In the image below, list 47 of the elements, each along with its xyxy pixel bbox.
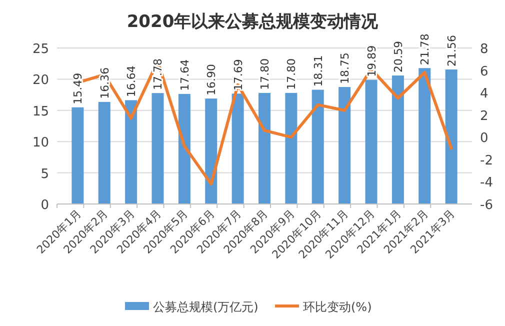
y-tick-label: 5 (40, 166, 49, 182)
chart-title: 2020年以来公募总规模变动情况 (126, 12, 380, 32)
bar (365, 80, 378, 204)
legend-label: 环比变动(%) (303, 300, 372, 314)
bar (178, 94, 190, 204)
data-label: 17.64 (178, 59, 192, 91)
y2-tick-label: 2 (480, 108, 488, 124)
bar (418, 68, 431, 204)
data-label: 21.78 (418, 34, 432, 66)
y-tick-label: 10 (32, 136, 49, 151)
bar (152, 93, 164, 204)
bar (205, 98, 218, 204)
bar (98, 102, 110, 204)
y-tick-label: 20 (32, 73, 49, 88)
data-label: 18.31 (312, 55, 325, 87)
bar (312, 90, 324, 204)
data-label: 15.49 (72, 72, 85, 104)
y2-tick-label: 0 (480, 131, 488, 146)
bar (392, 76, 404, 204)
data-label: 17.69 (232, 59, 245, 91)
data-label: 21.56 (445, 34, 458, 66)
bar (338, 87, 351, 204)
y-tick-label: 0 (40, 198, 49, 213)
y2-tick-label: 4 (480, 86, 488, 102)
y2-tick-label: -2 (480, 153, 493, 168)
data-label: 16.64 (125, 66, 138, 98)
y2-tick-label: -6 (480, 198, 493, 213)
data-label: 18.75 (338, 52, 352, 84)
data-label: 16.36 (98, 67, 112, 99)
data-label: 17.80 (285, 58, 298, 90)
bar (72, 107, 84, 204)
bar (232, 94, 244, 204)
data-label: 19.89 (365, 45, 378, 77)
data-label: 17.80 (258, 58, 272, 90)
y-tick-label: 15 (32, 104, 49, 120)
bar (445, 69, 458, 204)
y2-tick-label: 6 (480, 64, 488, 80)
bar (125, 100, 138, 204)
bar (285, 92, 298, 204)
y-tick-label: 25 (32, 42, 49, 57)
legend-label: 公募总规模(万亿元) (153, 300, 258, 314)
data-label: 16.90 (205, 64, 218, 96)
y2-tick-label: 8 (480, 42, 488, 57)
y2-tick-label: -4 (480, 176, 493, 191)
data-label: 17.78 (152, 58, 165, 90)
data-label: 20.59 (392, 41, 405, 73)
bar (258, 92, 271, 204)
